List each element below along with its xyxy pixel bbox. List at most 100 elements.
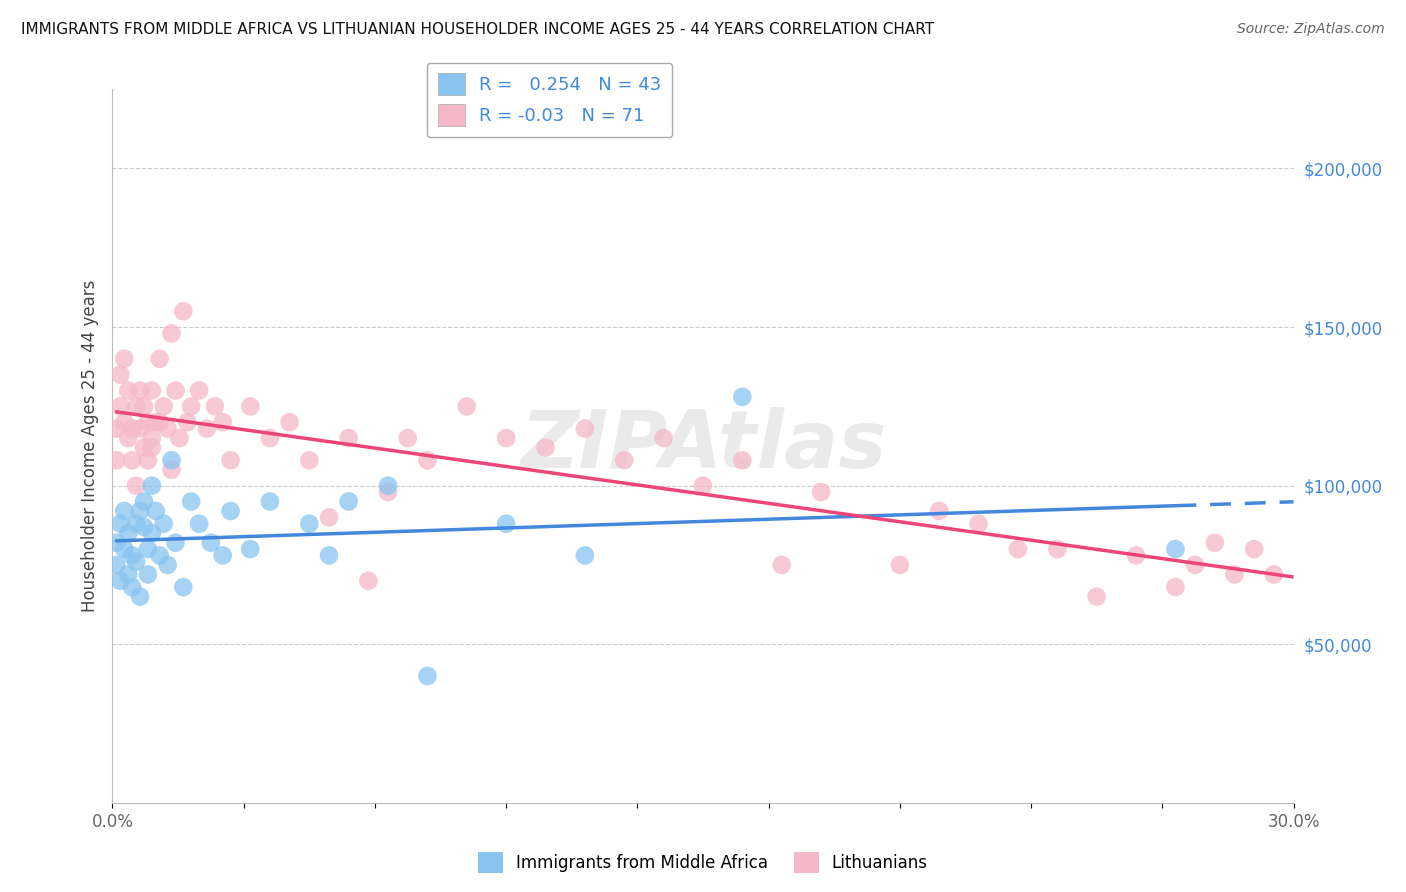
- Point: [377, 478, 399, 492]
- Point: [1243, 542, 1265, 557]
- Point: [770, 558, 793, 572]
- Point: [117, 526, 139, 541]
- Point: [298, 516, 321, 531]
- Point: [136, 542, 159, 557]
- Point: [1085, 590, 1108, 604]
- Point: [129, 421, 152, 435]
- Point: [121, 580, 143, 594]
- Point: [692, 478, 714, 492]
- Point: [180, 494, 202, 508]
- Point: [149, 415, 172, 429]
- Point: [165, 535, 187, 549]
- Point: [141, 478, 163, 492]
- Legend: R =   0.254   N = 43, R = -0.03   N = 71: R = 0.254 N = 43, R = -0.03 N = 71: [427, 62, 672, 137]
- Point: [121, 453, 143, 467]
- Point: [112, 415, 135, 429]
- Point: [731, 390, 754, 404]
- Point: [172, 580, 194, 594]
- Point: [121, 421, 143, 435]
- Point: [125, 516, 148, 531]
- Point: [156, 558, 179, 572]
- Point: [169, 431, 191, 445]
- Point: [132, 494, 155, 508]
- Point: [574, 549, 596, 563]
- Point: [129, 384, 152, 398]
- Point: [105, 453, 128, 467]
- Point: [129, 590, 152, 604]
- Point: [165, 384, 187, 398]
- Point: [416, 669, 439, 683]
- Point: [195, 421, 218, 435]
- Point: [149, 549, 172, 563]
- Text: Source: ZipAtlas.com: Source: ZipAtlas.com: [1237, 22, 1385, 37]
- Point: [1164, 580, 1187, 594]
- Point: [110, 516, 132, 531]
- Point: [136, 415, 159, 429]
- Point: [117, 384, 139, 398]
- Point: [318, 549, 340, 563]
- Point: [160, 453, 183, 467]
- Point: [132, 441, 155, 455]
- Point: [810, 485, 832, 500]
- Point: [141, 431, 163, 445]
- Point: [141, 384, 163, 398]
- Point: [211, 415, 233, 429]
- Legend: Immigrants from Middle Africa, Lithuanians: Immigrants from Middle Africa, Lithuania…: [471, 846, 935, 880]
- Y-axis label: Householder Income Ages 25 - 44 years: Householder Income Ages 25 - 44 years: [80, 280, 98, 612]
- Point: [125, 555, 148, 569]
- Point: [129, 504, 152, 518]
- Point: [652, 431, 675, 445]
- Point: [145, 415, 167, 429]
- Text: ZIPAtlas: ZIPAtlas: [520, 407, 886, 485]
- Point: [259, 494, 281, 508]
- Point: [574, 421, 596, 435]
- Point: [121, 549, 143, 563]
- Point: [219, 504, 242, 518]
- Point: [132, 520, 155, 534]
- Point: [105, 421, 128, 435]
- Point: [200, 535, 222, 549]
- Point: [1223, 567, 1246, 582]
- Point: [1204, 535, 1226, 549]
- Point: [219, 453, 242, 467]
- Point: [337, 431, 360, 445]
- Point: [495, 431, 517, 445]
- Point: [152, 516, 174, 531]
- Point: [172, 304, 194, 318]
- Point: [136, 567, 159, 582]
- Text: IMMIGRANTS FROM MIDDLE AFRICA VS LITHUANIAN HOUSEHOLDER INCOME AGES 25 - 44 YEAR: IMMIGRANTS FROM MIDDLE AFRICA VS LITHUAN…: [21, 22, 934, 37]
- Point: [176, 415, 198, 429]
- Point: [160, 326, 183, 341]
- Point: [132, 400, 155, 414]
- Point: [1125, 549, 1147, 563]
- Point: [211, 549, 233, 563]
- Point: [141, 526, 163, 541]
- Point: [110, 574, 132, 588]
- Point: [145, 504, 167, 518]
- Point: [1263, 567, 1285, 582]
- Point: [188, 384, 211, 398]
- Point: [337, 494, 360, 508]
- Point: [456, 400, 478, 414]
- Point: [110, 400, 132, 414]
- Point: [396, 431, 419, 445]
- Point: [967, 516, 990, 531]
- Point: [204, 400, 226, 414]
- Point: [136, 453, 159, 467]
- Point: [117, 431, 139, 445]
- Point: [156, 421, 179, 435]
- Point: [318, 510, 340, 524]
- Point: [1046, 542, 1069, 557]
- Point: [731, 453, 754, 467]
- Point: [112, 351, 135, 366]
- Point: [141, 441, 163, 455]
- Point: [112, 542, 135, 557]
- Point: [416, 453, 439, 467]
- Point: [152, 400, 174, 414]
- Point: [125, 400, 148, 414]
- Point: [180, 400, 202, 414]
- Point: [377, 485, 399, 500]
- Point: [613, 453, 636, 467]
- Point: [117, 567, 139, 582]
- Point: [928, 504, 950, 518]
